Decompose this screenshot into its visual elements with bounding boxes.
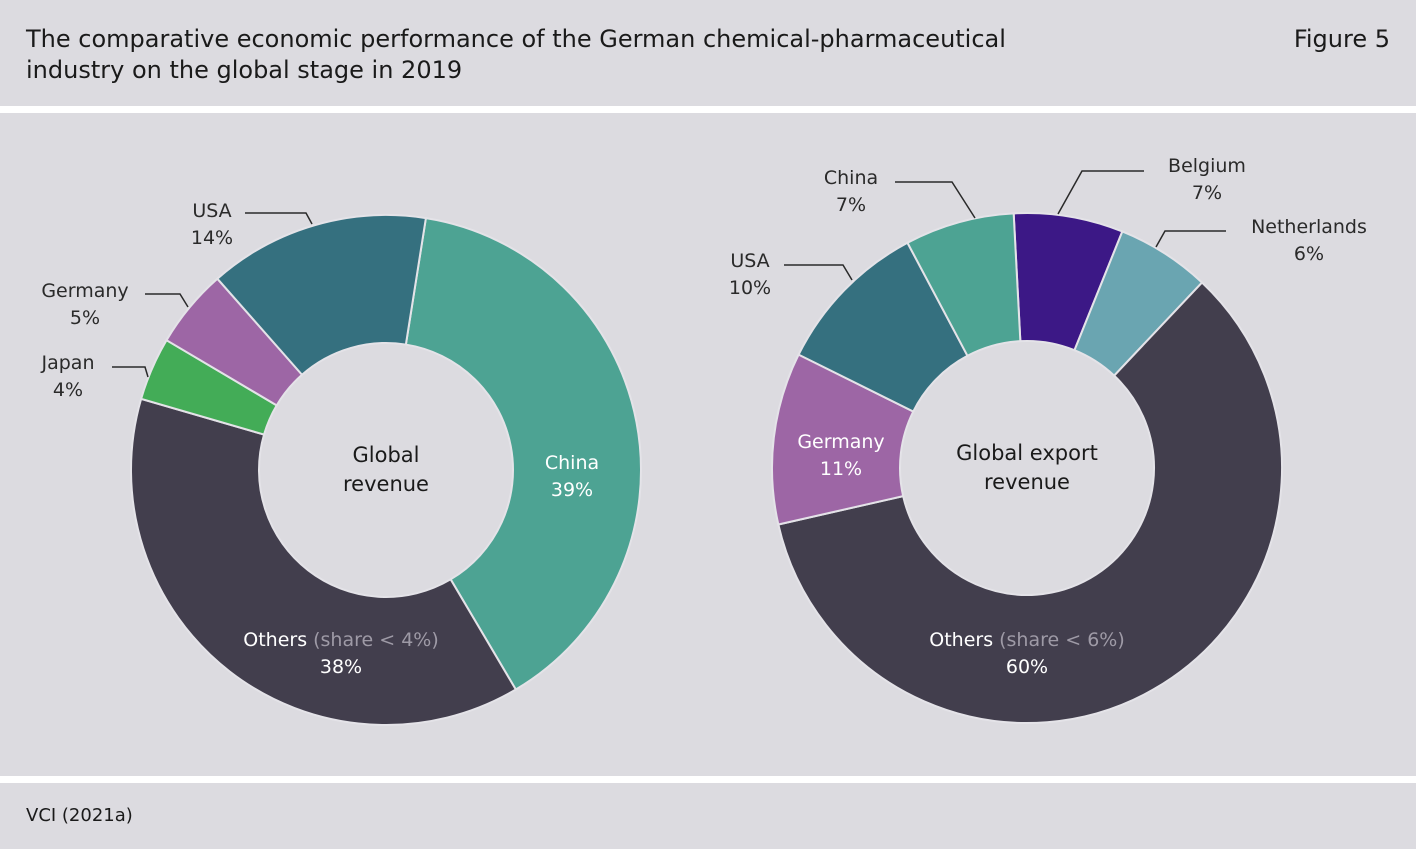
slice-label-germany: Germany — [797, 431, 884, 453]
slice-note: (share < 4%) — [313, 629, 439, 651]
slice-note: (share < 6%) — [999, 629, 1125, 651]
figure-label: Figure 5 — [1293, 25, 1390, 53]
center-label-line: Global export — [956, 441, 1098, 465]
leader-line — [1155, 230, 1226, 248]
slice-china — [404, 216, 642, 691]
leader-line — [245, 212, 313, 225]
slice-label-japan: Japan — [41, 352, 95, 374]
slice-label-germany: Germany — [41, 280, 128, 302]
slice-value-germany: 5% — [70, 307, 100, 329]
center-label-line: revenue — [343, 472, 429, 496]
slice-value-belgium: 7% — [1192, 182, 1222, 204]
header-band: The comparative economic performance of … — [0, 0, 1416, 106]
slice-value-others: 38% — [320, 656, 362, 678]
slice-label-others: Others (share < 4%) — [243, 629, 439, 651]
center-label-line: Global — [353, 443, 420, 467]
leader-line — [895, 181, 976, 219]
slice-others — [130, 397, 518, 726]
slice-others — [777, 281, 1283, 725]
slice-value-china: 39% — [551, 479, 593, 501]
slice-usa — [215, 214, 428, 377]
leader-line — [145, 293, 189, 308]
slice-value-usa: 10% — [729, 277, 771, 299]
slice-value-japan: 4% — [53, 379, 83, 401]
slice-value-china: 7% — [836, 194, 866, 216]
slice-label-belgium: Belgium — [1168, 155, 1246, 177]
donut-chart-2: Global export revenue Belgium 7% Netherlands… — [729, 155, 1367, 725]
source-note: VCI (2021a) — [26, 805, 133, 826]
slice-label-china: China — [824, 167, 878, 189]
donut-chart-1: Global revenue China 39% Others (share < 4%) 3… — [41, 200, 642, 726]
slice-china — [906, 212, 1022, 358]
slice-value-usa: 14% — [191, 227, 233, 249]
slice-value-netherlands: 6% — [1294, 243, 1324, 265]
slice-label-others: Others (share < 6%) — [929, 629, 1125, 651]
slice-label-netherlands: Netherlands — [1251, 216, 1367, 238]
footer-band: VCI (2021a) — [0, 783, 1416, 849]
center-label-line: revenue — [984, 470, 1070, 494]
slice-label-usa: USA — [730, 250, 769, 272]
chart-title: The comparative economic performance of … — [26, 25, 1006, 84]
slice-value-others: 60% — [1006, 656, 1048, 678]
slice-label-usa: USA — [192, 200, 231, 222]
slice-value-germany: 11% — [820, 458, 862, 480]
slice-label-china: China — [545, 452, 599, 474]
leader-line — [784, 264, 853, 281]
leader-line — [1057, 170, 1144, 215]
leader-line — [112, 366, 149, 378]
